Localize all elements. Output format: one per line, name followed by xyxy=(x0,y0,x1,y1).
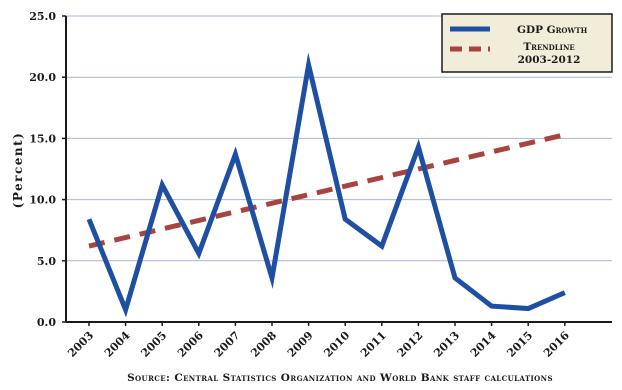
x-tick-label: 2015 xyxy=(504,329,535,360)
series-layer xyxy=(89,65,565,310)
x-tick-label: 2003 xyxy=(65,329,96,360)
y-tick-label: 5.0 xyxy=(37,255,56,268)
y-tick-label: 10.0 xyxy=(29,194,56,207)
y-axis-label: (Percent) xyxy=(11,132,25,209)
x-tick-label: 2006 xyxy=(175,329,206,360)
y-tick-label: 15.0 xyxy=(29,132,56,145)
series-line-gdp-growth xyxy=(89,65,565,310)
x-tick-label: 2010 xyxy=(321,329,352,360)
y-tick-label: 25.0 xyxy=(29,10,56,23)
legend-label-trendline-line2: 2003-2012 xyxy=(518,54,581,66)
source-note: Source: Central Statistics Organization … xyxy=(127,372,553,384)
x-tick-label: 2005 xyxy=(138,329,169,360)
y-tick-label: 0.0 xyxy=(37,316,56,329)
x-tick-label: 2012 xyxy=(395,329,426,360)
legend-label-gdp-growth: GDP Growth xyxy=(517,24,588,36)
x-tick-label: 2008 xyxy=(248,329,279,360)
ytick-layer: 0.0 5.0 10.0 15.0 20.0 25.0 xyxy=(29,10,66,329)
x-tick-label: 2007 xyxy=(212,329,243,360)
x-tick-label: 2009 xyxy=(285,329,316,360)
x-tick-label: 2013 xyxy=(431,329,462,360)
x-tick-label: 2016 xyxy=(541,329,572,360)
y-tick-label: 20.0 xyxy=(29,71,56,84)
legend: GDP Growth Trendline 2003-2012 xyxy=(442,14,612,72)
x-tick-label: 2014 xyxy=(468,329,499,360)
x-tick-label: 2004 xyxy=(102,329,133,360)
x-tick-label: 2011 xyxy=(358,329,389,360)
legend-label-trendline-line1: Trendline xyxy=(523,41,574,53)
